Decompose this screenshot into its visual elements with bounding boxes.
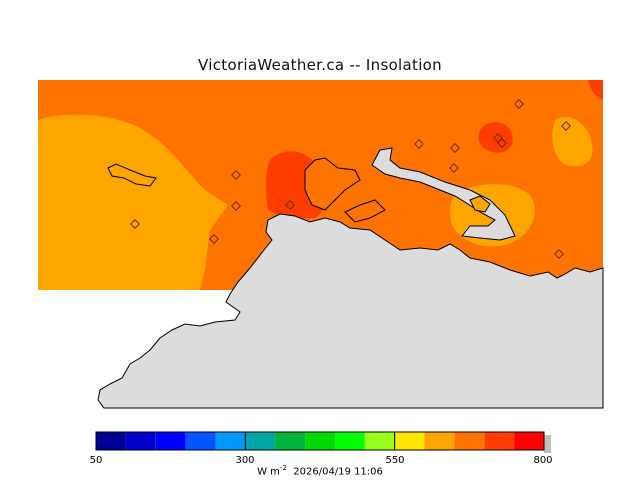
station-marker (414, 139, 424, 149)
station-marker (449, 163, 459, 173)
colorbar-swatch (454, 432, 485, 450)
insolation-region-west-light (38, 114, 228, 290)
map-title: VictoriaWeather.ca -- Insolation (198, 56, 442, 74)
station-marker (130, 219, 140, 229)
colorbar-caption: W m-2 2026/04/19 11:06 (257, 464, 383, 477)
colorbar-swatch (185, 432, 216, 450)
station-marker (231, 170, 241, 180)
timestamp: 2026/04/19 11:06 (293, 466, 383, 478)
colorbar-swatch (215, 432, 246, 450)
station-marker (561, 121, 571, 131)
colorbar-swatch (514, 432, 544, 450)
station-marker (450, 143, 460, 153)
station-marker (209, 234, 219, 244)
colorbar-tick-label: 800 (533, 455, 553, 466)
unit-text: W m (257, 466, 280, 478)
station-marker (514, 99, 524, 109)
insolation-region-corner-high (588, 80, 603, 100)
unit-exponent: -2 (279, 464, 287, 472)
station-marker (285, 200, 295, 210)
colorbar-swatch (424, 432, 455, 450)
colorbar-swatch (364, 432, 395, 450)
colorbar (95, 431, 551, 453)
coast-inlet-north (304, 157, 361, 211)
insolation-region-east-light (552, 116, 593, 167)
station-marker (497, 138, 507, 148)
lake-outline (107, 163, 157, 187)
colorbar-shadow (544, 435, 551, 453)
colorbar-swatch (125, 432, 156, 450)
coast-channel (344, 199, 386, 223)
station-markers (130, 99, 571, 259)
colorbar-swatch (484, 432, 515, 450)
colorbar-tick-label: 50 (89, 455, 103, 466)
colorbar-tick-label: 300 (235, 455, 255, 466)
land-mass (97, 213, 604, 409)
colorbar-swatch (275, 432, 306, 450)
colorbar-swatch (96, 432, 126, 450)
colorbar-swatch (305, 432, 335, 450)
colorbar-tick-label: 550 (385, 455, 405, 466)
station-marker (231, 201, 241, 211)
coast-island (469, 195, 491, 213)
station-marker (554, 249, 564, 259)
coast-inlet-east (371, 147, 516, 241)
colorbar-swatch (394, 432, 425, 450)
colorbar-swatch (155, 432, 186, 450)
colorbar-swatch (334, 432, 365, 450)
colorbar-swatch (245, 432, 276, 450)
